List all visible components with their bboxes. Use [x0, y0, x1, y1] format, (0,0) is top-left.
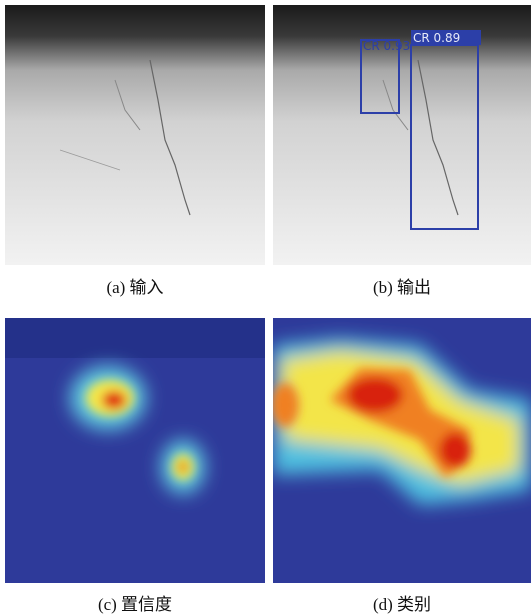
- input-image: [5, 5, 265, 265]
- caption: (d) 类别: [373, 595, 431, 614]
- caption: (b) 输出: [373, 278, 431, 297]
- caption: (c) 置信度: [98, 595, 172, 614]
- class-heatmap: [271, 318, 531, 583]
- caption: (a) 输入: [106, 278, 163, 297]
- detection-label: CR 0.93: [363, 39, 410, 53]
- confidence-heatmap: [5, 318, 265, 583]
- figure: (a) 输入 CR 0.93 CR 0.89 (b) 输出 (c) 置信度: [0, 0, 531, 616]
- detection-label: CR 0.89: [413, 31, 460, 45]
